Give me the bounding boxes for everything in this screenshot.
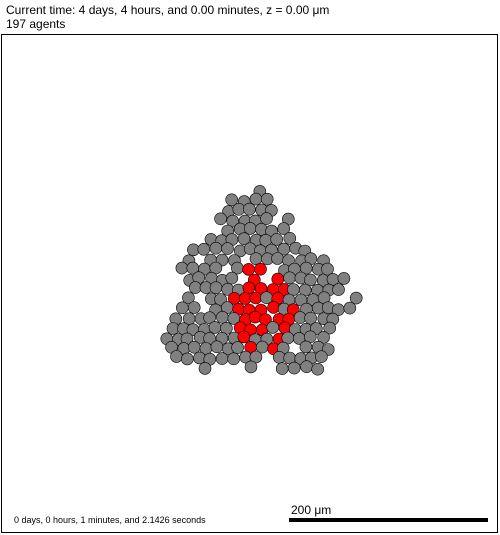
agent <box>189 281 202 294</box>
agent <box>232 203 246 216</box>
agent <box>166 322 180 335</box>
agent <box>170 350 183 363</box>
current-time-label: Current time: 4 days, 4 hours, and 0.00 … <box>6 3 330 17</box>
agent <box>244 360 258 374</box>
agent <box>343 301 357 315</box>
simulation-view: 0 days, 0 hours, 1 minutes, and 2.1426 s… <box>1 34 498 533</box>
agent <box>249 192 263 206</box>
agent <box>225 271 239 285</box>
agent <box>304 311 317 325</box>
red-agent <box>271 272 285 286</box>
agent <box>249 252 263 265</box>
red-agent <box>254 262 267 276</box>
agent <box>215 352 229 365</box>
agent <box>275 362 289 375</box>
elapsed-time-label: 0 days, 0 hours, 1 minutes, and 2.1426 s… <box>14 515 206 525</box>
red-agent <box>238 292 252 305</box>
agent <box>287 361 301 375</box>
agent <box>209 281 223 294</box>
agent <box>227 352 240 366</box>
agent <box>311 362 325 376</box>
agent <box>260 192 274 206</box>
agent <box>181 352 194 366</box>
red-agent <box>267 301 280 314</box>
agent <box>214 212 227 226</box>
agent <box>182 291 195 305</box>
agent <box>243 202 256 216</box>
agent <box>271 252 284 265</box>
agent <box>321 262 334 276</box>
agent <box>237 232 251 245</box>
agent <box>293 311 307 324</box>
agent <box>243 222 257 235</box>
agent <box>231 341 244 354</box>
agent <box>287 283 300 296</box>
agent <box>270 233 284 246</box>
agent <box>216 310 229 324</box>
agent <box>225 193 238 207</box>
agent <box>283 232 297 245</box>
agent <box>337 272 351 285</box>
agent <box>176 301 189 315</box>
agent <box>349 291 363 305</box>
agent <box>214 293 227 306</box>
scale-bar-label: 200 μm <box>291 503 332 517</box>
header: Current time: 4 days, 4 hours, and 0.00 … <box>6 3 329 31</box>
agent <box>197 243 211 256</box>
agent <box>260 212 273 225</box>
agent <box>317 331 330 344</box>
agent <box>323 321 337 335</box>
agent <box>187 340 201 354</box>
agent <box>272 350 286 364</box>
red-agent <box>237 330 251 344</box>
agent <box>283 271 296 285</box>
scale-bar <box>289 518 488 522</box>
agent-count-label: 197 agents <box>6 17 66 31</box>
agent <box>226 214 239 228</box>
agent <box>315 350 328 364</box>
red-agent <box>242 263 255 276</box>
agent <box>208 321 222 334</box>
agent <box>332 283 345 296</box>
agent <box>300 360 313 374</box>
red-agent <box>242 281 256 295</box>
agent <box>277 222 291 235</box>
agent <box>187 301 201 314</box>
agent <box>203 311 216 325</box>
agent <box>198 362 212 375</box>
agent <box>221 242 234 255</box>
red-agent <box>249 291 263 305</box>
cell-cluster <box>160 185 363 376</box>
agent <box>299 340 313 354</box>
agent <box>266 321 280 334</box>
red-agent <box>248 310 262 324</box>
agent <box>209 241 223 255</box>
agent <box>210 340 224 354</box>
agent <box>304 273 317 287</box>
agent <box>175 261 189 275</box>
